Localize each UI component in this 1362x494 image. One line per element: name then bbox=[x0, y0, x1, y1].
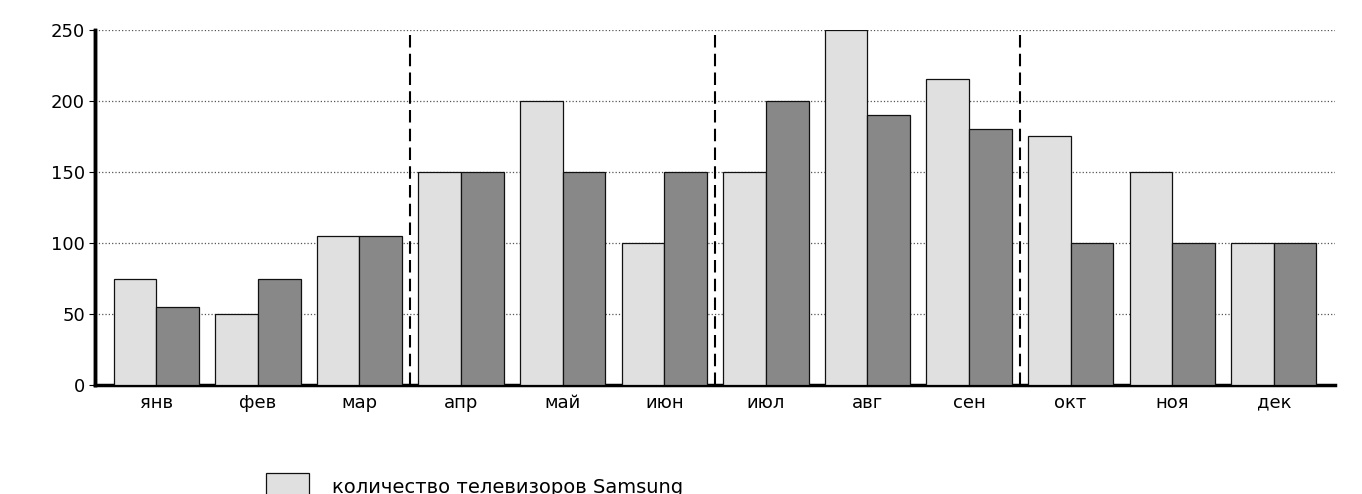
Bar bbox=[1273, 243, 1317, 385]
Bar bbox=[665, 172, 707, 385]
Bar bbox=[520, 101, 563, 385]
Bar bbox=[1129, 172, 1173, 385]
Bar bbox=[1231, 243, 1273, 385]
Bar bbox=[926, 80, 968, 385]
Bar bbox=[157, 307, 199, 385]
Bar bbox=[317, 236, 360, 385]
Bar bbox=[765, 101, 809, 385]
Bar bbox=[621, 243, 665, 385]
Bar bbox=[825, 30, 868, 385]
Bar bbox=[868, 115, 910, 385]
Bar bbox=[215, 314, 257, 385]
Bar bbox=[1173, 243, 1215, 385]
Bar bbox=[1028, 136, 1071, 385]
Bar bbox=[563, 172, 605, 385]
Bar bbox=[360, 236, 402, 385]
Bar bbox=[968, 129, 1012, 385]
Legend: количество телевизоров Samsung, количество телевизоров Philips: количество телевизоров Samsung, количест… bbox=[266, 473, 684, 494]
Bar bbox=[257, 279, 301, 385]
Bar bbox=[1071, 243, 1113, 385]
Bar bbox=[723, 172, 765, 385]
Bar bbox=[462, 172, 504, 385]
Bar bbox=[418, 172, 462, 385]
Bar bbox=[113, 279, 157, 385]
